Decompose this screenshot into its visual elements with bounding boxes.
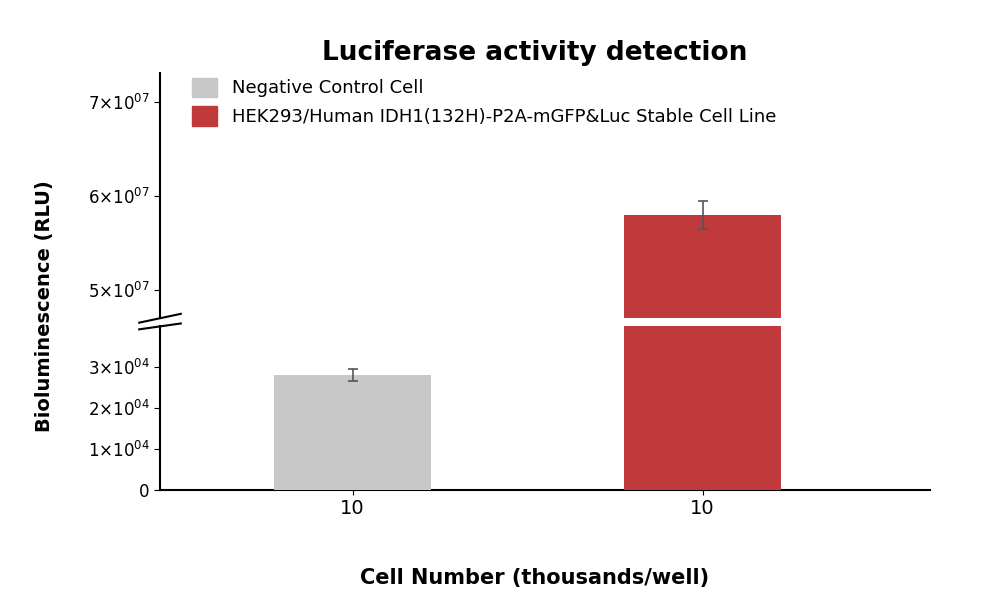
Text: Bioluminescence (RLU): Bioluminescence (RLU): [36, 180, 55, 432]
Text: Cell Number (thousands/well): Cell Number (thousands/well): [360, 567, 710, 588]
Legend: Negative Control Cell, HEK293/Human IDH1(132H)-P2A-mGFP&Luc Stable Cell Line: Negative Control Cell, HEK293/Human IDH1…: [192, 78, 776, 126]
Bar: [624, 0, 781, 490]
Text: Luciferase activity detection: Luciferase activity detection: [322, 40, 748, 65]
Bar: [274, 375, 431, 490]
Bar: [624, 215, 781, 612]
